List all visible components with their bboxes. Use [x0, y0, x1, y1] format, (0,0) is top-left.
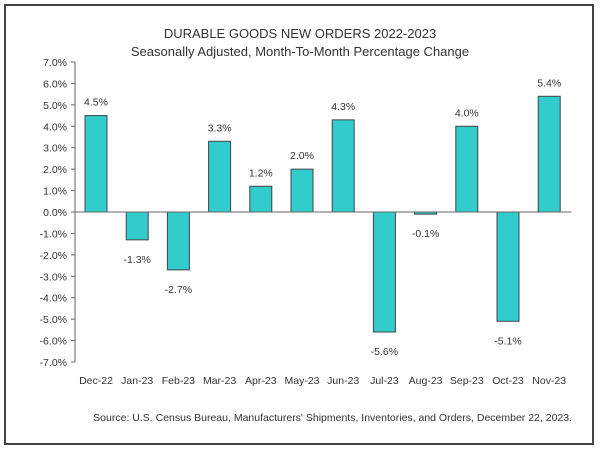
data-label: 4.3% [331, 101, 355, 113]
y-tick-label: -4.0% [40, 293, 67, 305]
data-label: 4.5% [84, 97, 108, 109]
data-label: 1.2% [249, 167, 273, 179]
data-label: 3.3% [208, 122, 232, 134]
data-label: -0.1% [412, 228, 439, 240]
y-tick-label: -3.0% [40, 271, 67, 283]
data-label: -2.7% [165, 284, 192, 296]
x-tick-label: Mar-23 [203, 375, 236, 387]
x-tick-label: Oct-23 [492, 375, 524, 387]
bar [249, 185, 273, 213]
x-tick-label: Sep-23 [450, 375, 484, 387]
bar [84, 115, 108, 213]
x-tick-label: Aug-23 [409, 375, 443, 387]
x-tick-label: Nov-23 [532, 375, 566, 387]
data-label: 4.0% [455, 107, 479, 119]
x-tick-label: Feb-23 [162, 375, 195, 387]
bar [290, 168, 314, 213]
chart-subtitle: Seasonally Adjusted, Month-To-Month Perc… [130, 44, 470, 59]
y-tick-label: -6.0% [40, 336, 67, 348]
data-label: 2.0% [290, 150, 314, 162]
y-tick-label: 7.0% [43, 57, 67, 69]
bar [496, 211, 520, 322]
y-tick-label: -5.0% [40, 314, 67, 326]
y-tick-label: 2.0% [43, 164, 67, 176]
y-tick-label: 1.0% [43, 186, 67, 198]
bar [208, 140, 232, 213]
bar [125, 211, 149, 241]
y-tick-label: 0.0% [43, 207, 67, 219]
x-tick-label: Jan-23 [121, 375, 153, 387]
y-tick-label: 6.0% [43, 78, 67, 90]
y-tick-label: 3.0% [43, 143, 67, 155]
bar [372, 211, 396, 333]
data-label: -5.1% [494, 335, 521, 347]
y-tick-label: -1.0% [40, 228, 67, 240]
data-label: -1.3% [123, 254, 150, 266]
y-tick-label: 5.0% [43, 100, 67, 112]
bar [537, 95, 561, 213]
source-note: Source: U.S. Census Bureau, Manufacturer… [93, 412, 572, 424]
bar [331, 119, 355, 213]
data-label: 5.4% [537, 77, 561, 89]
bar [166, 211, 190, 271]
chart-title: DURABLE GOODS NEW ORDERS 2022-2023 [163, 26, 437, 41]
x-tick-label: Jul-23 [370, 375, 399, 387]
chart-frame [4, 4, 594, 445]
x-tick-label: Jun-23 [327, 375, 359, 387]
y-tick-label: 4.0% [43, 121, 67, 133]
data-label: -5.6% [371, 346, 398, 358]
bar [455, 125, 479, 213]
x-tick-label: Apr-23 [245, 375, 277, 387]
y-tick-label: -7.0% [40, 357, 67, 369]
y-tick-label: -2.0% [40, 250, 67, 262]
x-tick-label: May-23 [284, 375, 319, 387]
x-tick-label: Dec-22 [79, 375, 113, 387]
